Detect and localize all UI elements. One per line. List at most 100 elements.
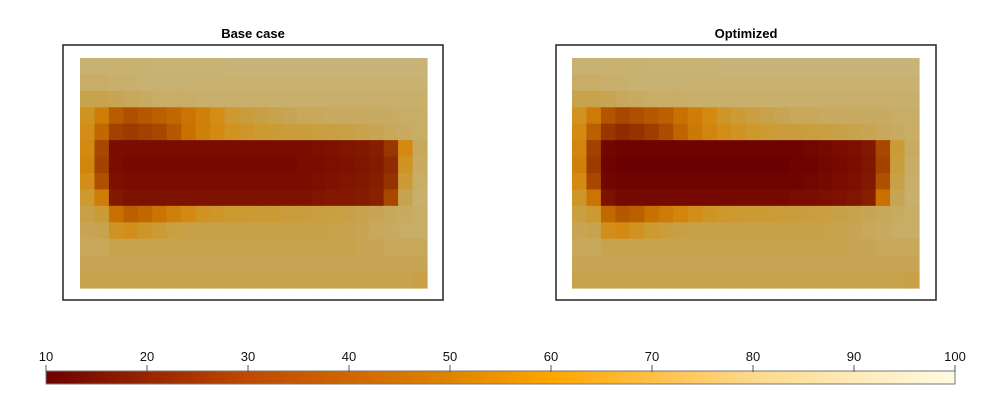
heatmap-cell bbox=[702, 189, 718, 207]
heatmap-cell bbox=[615, 189, 631, 207]
heatmap-cell bbox=[340, 156, 356, 174]
heatmap-cell bbox=[572, 255, 588, 273]
heatmap-cell bbox=[817, 123, 833, 141]
heatmap-cell bbox=[152, 123, 168, 141]
heatmap-cell bbox=[123, 90, 139, 108]
heatmap-cell bbox=[644, 90, 660, 108]
heatmap-cell bbox=[875, 222, 891, 240]
heatmap-cell bbox=[586, 238, 602, 256]
heatmap-cell bbox=[615, 107, 631, 125]
heatmap-cell bbox=[890, 58, 906, 76]
heatmap-cell bbox=[673, 271, 689, 289]
heatmap-cell bbox=[325, 205, 341, 223]
heatmap-cell bbox=[325, 123, 341, 141]
heatmap-cell bbox=[904, 123, 920, 141]
heatmap-cell bbox=[586, 271, 602, 289]
heatmap-cell bbox=[890, 107, 906, 125]
heatmap-cell bbox=[673, 90, 689, 108]
heatmap-cell bbox=[861, 205, 877, 223]
colorbar-tick-label: 30 bbox=[241, 349, 255, 364]
heatmap-cell bbox=[687, 90, 703, 108]
heatmap-cell bbox=[759, 58, 776, 76]
heatmap-cell bbox=[296, 271, 312, 289]
heatmap-cell bbox=[224, 255, 240, 273]
heatmap-cell bbox=[875, 271, 891, 289]
heatmap-cell bbox=[369, 271, 385, 289]
heatmap-cell bbox=[890, 90, 906, 108]
heatmap-cell bbox=[817, 189, 833, 207]
heatmap-cell bbox=[80, 205, 96, 223]
heatmap-cell bbox=[108, 205, 124, 223]
heatmap-cell bbox=[890, 173, 906, 191]
heatmap-cell bbox=[137, 205, 153, 223]
heatmap-cell bbox=[673, 74, 689, 92]
heatmap-cell bbox=[224, 173, 240, 191]
heatmap-cell bbox=[846, 74, 862, 92]
heatmap-cell bbox=[340, 173, 356, 191]
heatmap-cell bbox=[152, 271, 168, 289]
heatmap-cell bbox=[890, 74, 906, 92]
heatmap-cell bbox=[398, 173, 414, 191]
heatmap-cell bbox=[745, 107, 761, 125]
heatmap-cell bbox=[890, 140, 906, 158]
heatmap-cell bbox=[253, 123, 269, 141]
heatmap-cell bbox=[239, 238, 255, 256]
heatmap-cell bbox=[629, 58, 645, 76]
heatmap-cell bbox=[325, 222, 341, 240]
heatmap-cell bbox=[687, 58, 703, 76]
heatmap-cell bbox=[586, 156, 602, 174]
heatmap-cell bbox=[152, 238, 168, 256]
heatmap-cell bbox=[629, 123, 645, 141]
heatmap-cell bbox=[383, 74, 399, 92]
heatmap-cell bbox=[788, 189, 804, 207]
right-heatmap bbox=[572, 58, 920, 289]
heatmap-cell bbox=[340, 140, 356, 158]
colorbar-tick-label: 100 bbox=[944, 349, 966, 364]
heatmap-cell bbox=[412, 156, 428, 174]
heatmap-cell bbox=[282, 173, 298, 191]
heatmap-cell bbox=[716, 123, 732, 141]
heatmap-cell bbox=[702, 271, 718, 289]
heatmap-cell bbox=[600, 156, 616, 174]
heatmap-cell bbox=[123, 205, 139, 223]
heatmap-cell bbox=[108, 238, 124, 256]
heatmap-cell bbox=[644, 255, 660, 273]
heatmap-cell bbox=[108, 58, 124, 76]
heatmap-cell bbox=[890, 156, 906, 174]
heatmap-cell bbox=[210, 189, 226, 207]
heatmap-cell bbox=[210, 156, 226, 174]
heatmap-cell bbox=[224, 205, 240, 223]
heatmap-cell bbox=[210, 271, 226, 289]
heatmap-cell bbox=[759, 123, 776, 141]
heatmap-cell bbox=[745, 222, 761, 240]
heatmap-cell bbox=[658, 222, 674, 240]
heatmap-cell bbox=[224, 222, 240, 240]
heatmap-cell bbox=[325, 271, 341, 289]
heatmap-cell bbox=[904, 90, 920, 108]
heatmap-cell bbox=[615, 90, 631, 108]
heatmap-cell bbox=[875, 90, 891, 108]
heatmap-cell bbox=[80, 140, 96, 158]
heatmap-cell bbox=[716, 205, 732, 223]
heatmap-cell bbox=[267, 74, 284, 92]
heatmap-cell bbox=[239, 74, 255, 92]
heatmap-cell bbox=[354, 255, 370, 273]
heatmap-cell bbox=[788, 74, 804, 92]
heatmap-cell bbox=[572, 107, 588, 125]
heatmap-cell bbox=[253, 255, 269, 273]
heatmap-cell bbox=[282, 58, 298, 76]
heatmap-cell bbox=[846, 238, 862, 256]
heatmap-cell bbox=[803, 271, 819, 289]
heatmap-cell bbox=[210, 58, 226, 76]
heatmap-cell bbox=[412, 205, 428, 223]
heatmap-cell bbox=[412, 271, 428, 289]
heatmap-cell bbox=[80, 189, 96, 207]
heatmap-cell bbox=[890, 222, 906, 240]
heatmap-cell bbox=[817, 238, 833, 256]
heatmap-cell bbox=[267, 123, 284, 141]
heatmap-cell bbox=[702, 58, 718, 76]
heatmap-cell bbox=[239, 90, 255, 108]
heatmap-cell bbox=[687, 238, 703, 256]
heatmap-cell bbox=[181, 189, 197, 207]
heatmap-cell bbox=[904, 156, 920, 174]
